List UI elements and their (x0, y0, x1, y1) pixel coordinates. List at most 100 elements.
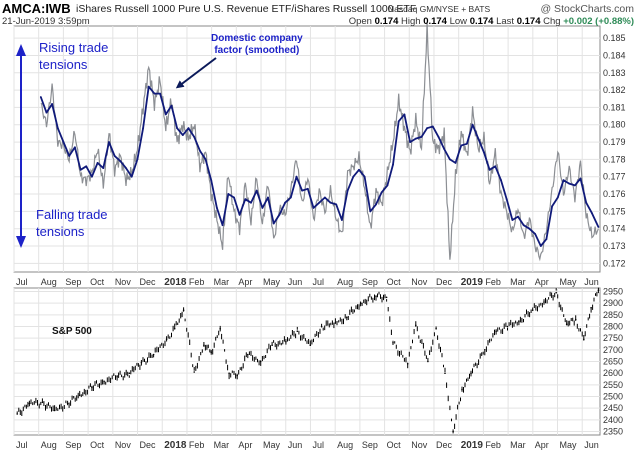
open-label: Open (348, 16, 372, 27)
sp500-point (116, 375, 118, 378)
bottom-y-tick-label: 2600 (603, 368, 623, 378)
smoothed-factor-point (534, 233, 536, 235)
sp500-point (173, 328, 176, 330)
sp500-point (444, 372, 446, 375)
smoothed-factor-point (91, 175, 93, 178)
top-x-tick-label: May (560, 277, 578, 287)
top-y-tick-label: 0.184 (603, 50, 626, 60)
bottom-y-tick-label: 2700 (603, 345, 623, 355)
sp500-point (296, 330, 299, 333)
smoothed-factor-point (375, 203, 377, 206)
smoothed-factor-point (517, 215, 519, 218)
smoothed-factor-point (108, 141, 110, 144)
bottom-x-tick-label: Nov (115, 440, 132, 450)
top-y-tick-label: 0.177 (603, 172, 626, 182)
sp500-point (66, 402, 69, 405)
sp500-point (259, 360, 262, 363)
smoothed-factor-point (568, 182, 571, 185)
sp500-point (210, 351, 212, 354)
smoothed-factor-point (164, 113, 167, 116)
bottom-y-tick-label: 2850 (603, 310, 623, 320)
smoothed-factor-point (539, 245, 542, 247)
bottom-y-tick-label: 2550 (603, 380, 623, 390)
bottom-panel-gridlines (13, 288, 600, 435)
smoothed-factor-point (227, 193, 230, 195)
smoothed-factor-point (216, 207, 218, 209)
sp500-point (555, 291, 557, 294)
top-y-axis-ticks: 0.172 0.173 0.174 0.175 0.176 0.177 0.178 0.179… (603, 33, 626, 268)
bottom-x-tick-label: Feb (485, 440, 501, 450)
sp500-point (531, 309, 534, 312)
sp500-point (565, 323, 568, 326)
smoothed-factor-point (136, 158, 139, 161)
smoothed-factor-point (284, 201, 286, 204)
sp500-point (375, 295, 377, 298)
bottom-x-tick-label: Feb (189, 440, 205, 450)
smoothed-factor-point (255, 189, 258, 192)
date-label: 21-Jun-2019 3:59pm (2, 16, 90, 27)
smoothed-factor-point (85, 165, 88, 168)
top-y-tick-label: 0.175 (603, 206, 626, 216)
sp500-point (574, 318, 577, 321)
sp500-point (590, 307, 592, 309)
top-x-tick-label: Nov (115, 277, 132, 287)
sp500-point (140, 361, 143, 364)
sp500-point (41, 401, 44, 404)
top-y-tick-label: 0.176 (603, 189, 626, 199)
smoothed-factor-point (437, 136, 440, 138)
smoothed-factor-point (551, 205, 553, 208)
top-y-tick-label: 0.182 (603, 85, 626, 95)
top-x-tick-label: Mar (510, 277, 526, 287)
smoothed-factor-point (562, 179, 565, 182)
bottom-x-tick-label: Mar (214, 440, 230, 450)
smoothed-factor-point (329, 201, 332, 204)
sp500-point (359, 302, 362, 305)
top-x-tick-label: Jun (288, 277, 303, 287)
sp500-point (247, 353, 249, 356)
low-value: 0.174 (469, 16, 494, 27)
sp500-point (165, 338, 168, 341)
bottom-x-tick-label: Jun (288, 440, 303, 450)
symbol-label: AMCA:IWB (2, 1, 71, 16)
bottom-x-tick-label: Jul (16, 440, 28, 450)
smoothed-factor-point (545, 238, 548, 241)
smoothed-factor-point (62, 141, 65, 144)
smoothed-factor-point (176, 127, 179, 130)
rising-line-1: Rising trade (39, 40, 109, 55)
sp500-point (182, 309, 185, 312)
top-y-tick-label: 0.179 (603, 137, 626, 147)
sp500-point (78, 394, 81, 397)
bottom-x-tick-label: Oct (387, 440, 402, 450)
sp500-point (406, 363, 409, 365)
top-x-tick-label: Nov (411, 277, 428, 287)
bottom-x-tick-label: May (560, 440, 578, 450)
top-x-axis-ticks: Jul Aug Sep Oct Nov Dec 2018 Feb Mar Apr May Jun Jul… (16, 277, 599, 288)
high-label: High (401, 16, 421, 27)
smoothed-factor-point (477, 137, 480, 140)
bottom-y-tick-label: 2500 (603, 392, 623, 402)
sp500-point (415, 324, 417, 327)
smoothed-factor-point (591, 212, 593, 215)
bottom-x-tick-label: Nov (411, 440, 428, 450)
smoothed-factor-point (210, 179, 213, 182)
domestic-factor-pointer (175, 57, 217, 89)
bottom-x-tick-label: Oct (90, 440, 105, 450)
bottom-x-tick-label: Dec (140, 440, 157, 450)
sp500-point (452, 430, 454, 433)
smoothed-factor-point (431, 125, 434, 128)
top-panel: 0.172 0.173 0.174 0.175 0.176 0.177 0.178 0.179… (13, 21, 626, 288)
sp500-point (128, 372, 131, 375)
smoothed-factor-point (420, 136, 423, 138)
bottom-x-tick-label: Aug (41, 440, 57, 450)
bottom-x-tick-label: Aug (337, 440, 353, 450)
chg-value: +0.002 (+0.88%) (563, 16, 634, 27)
top-x-tick-label: Dec (436, 277, 453, 287)
top-x-tick-label: Jun (584, 277, 599, 287)
smoothed-factor-point (233, 196, 235, 199)
domestic-factor-label: Domestic company factor (smoothed) (211, 33, 303, 57)
smoothed-factor-point (585, 201, 588, 204)
rising-trade-tensions-label: Rising trade tensions (39, 39, 108, 73)
smoothed-factor-point (369, 210, 372, 213)
